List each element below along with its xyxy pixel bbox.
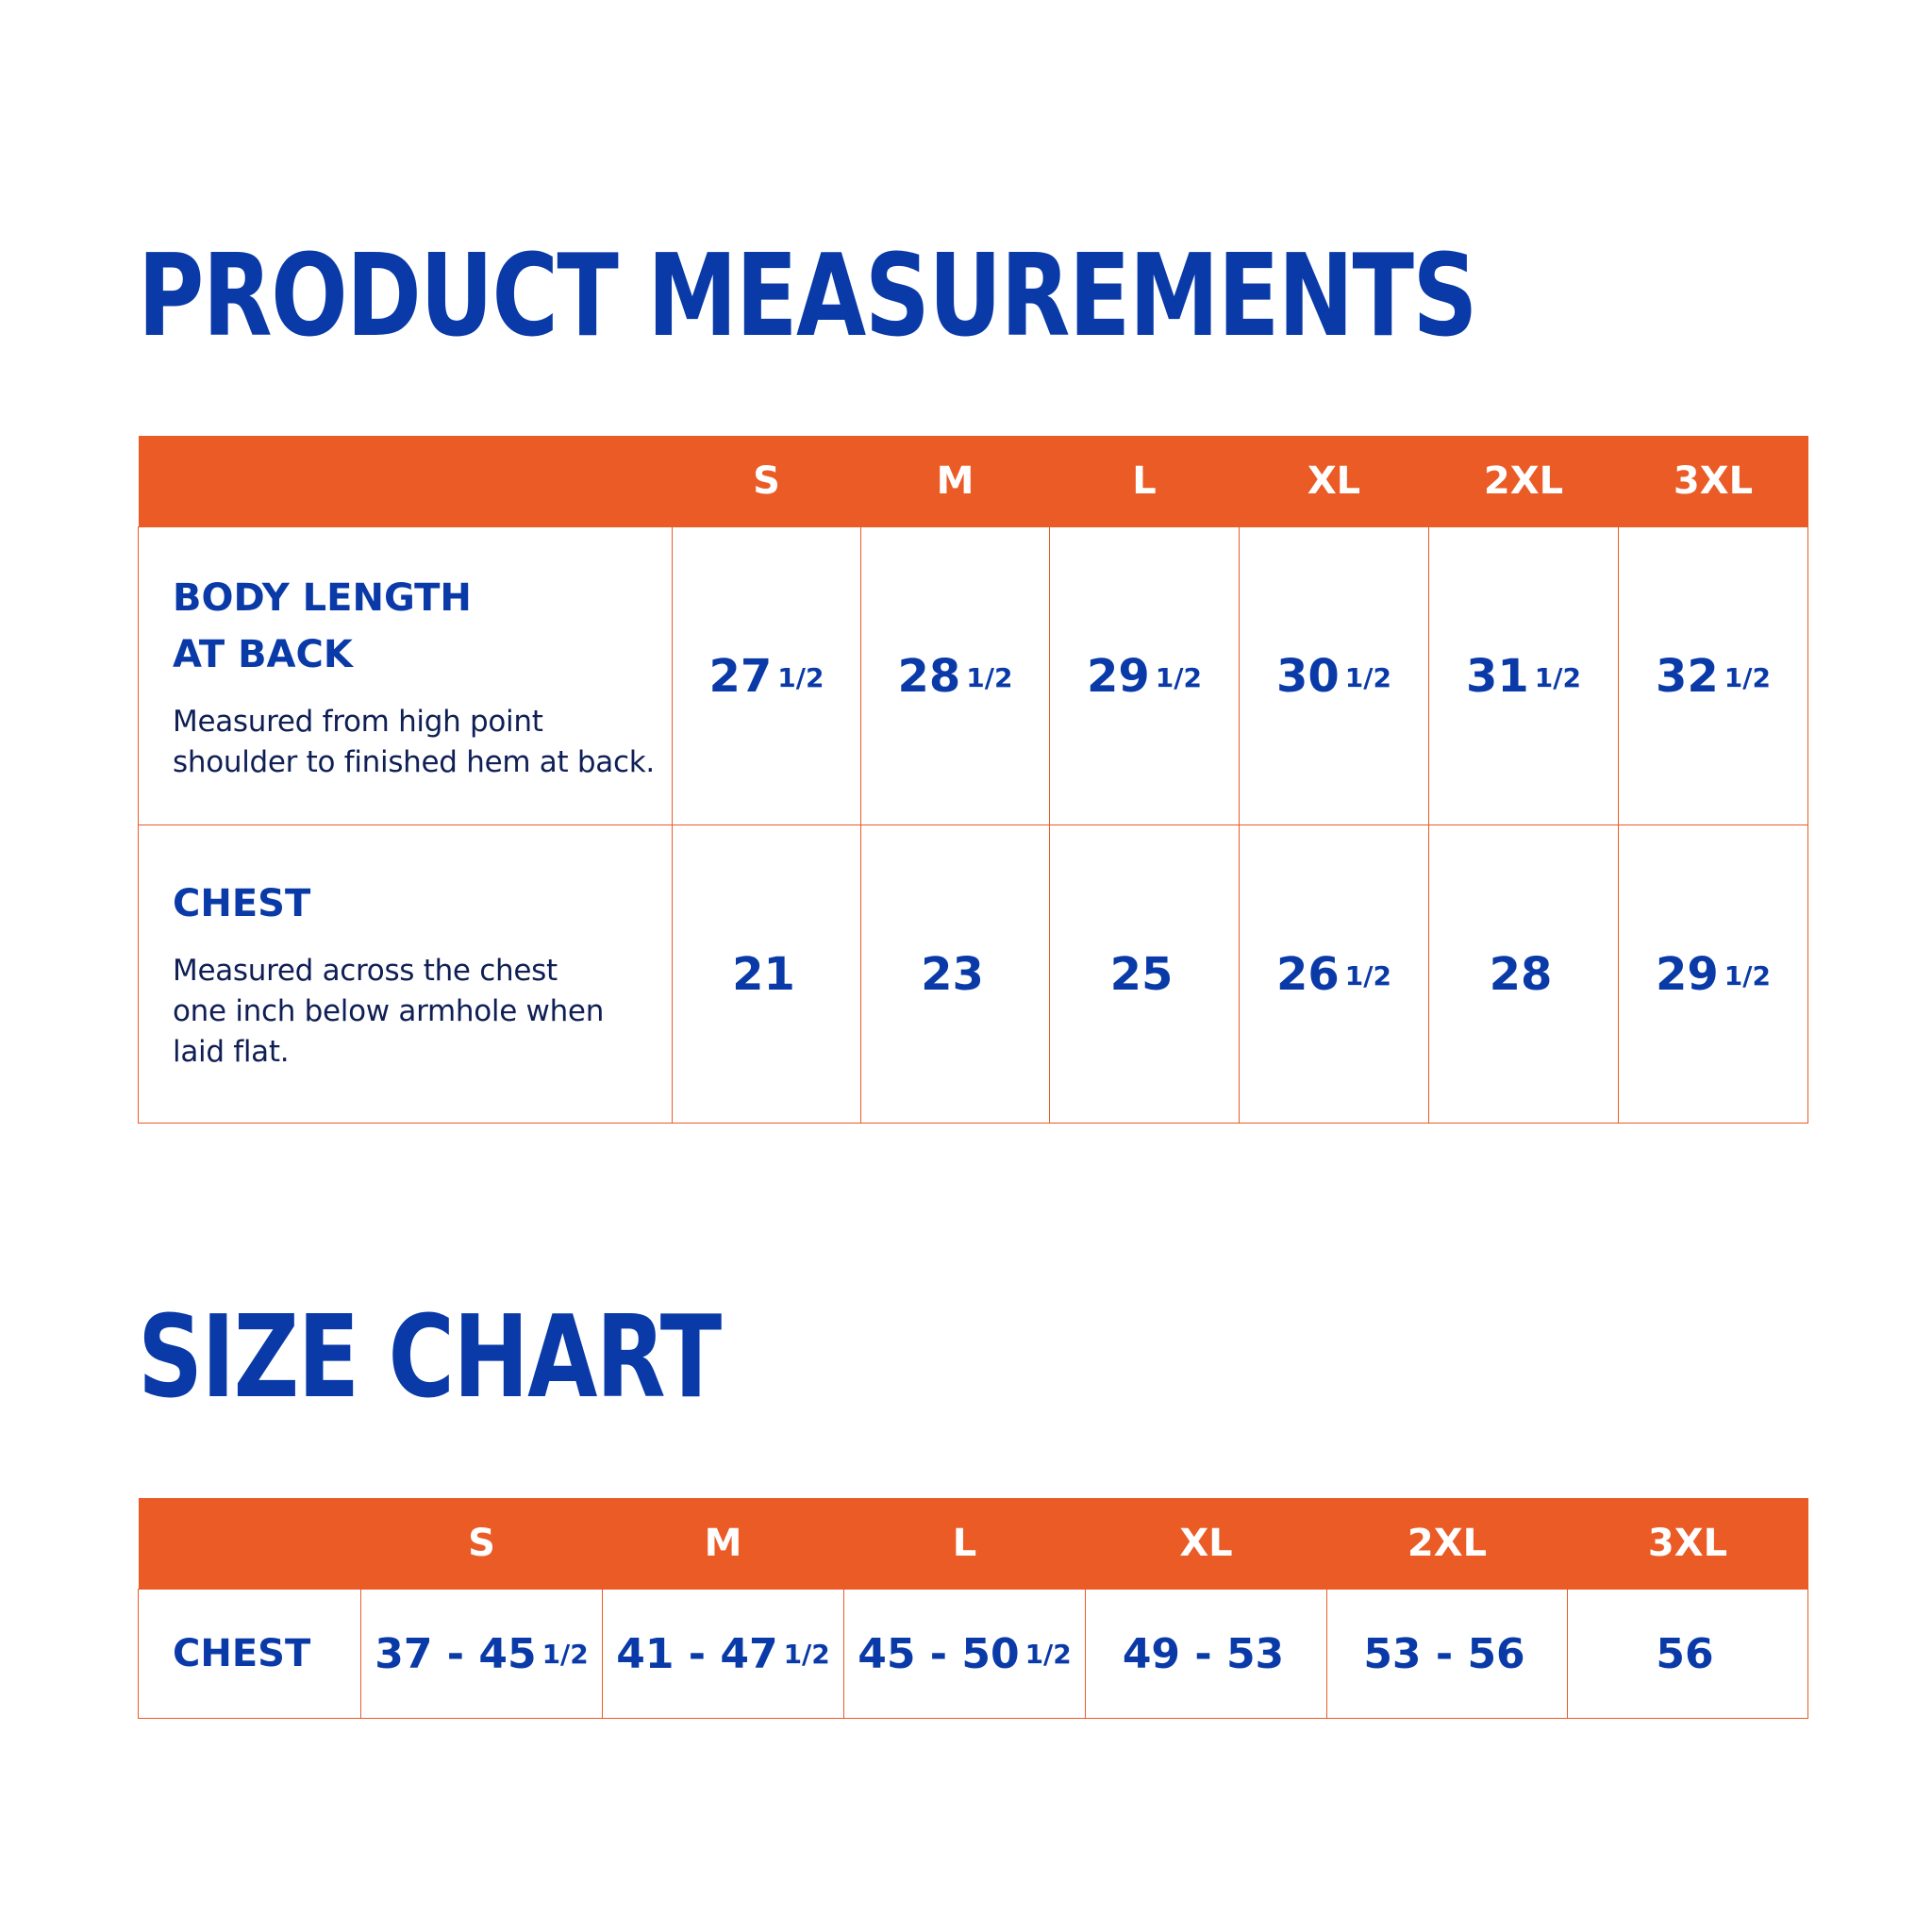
row-description: Measured from high point shoulder to fin…: [173, 702, 672, 783]
value-fraction: 1/2: [541, 1639, 589, 1671]
value-whole: 29: [1656, 947, 1719, 1001]
range-value: 37 - 45: [375, 1629, 537, 1678]
measurement-cell: 32 1/2: [1618, 526, 1808, 825]
value-whole: 31: [1466, 649, 1529, 703]
value-whole: 27: [708, 649, 773, 703]
value-fraction: 1/2: [1724, 960, 1771, 992]
measure-header-size: XL: [1239, 436, 1429, 527]
row-title: AT BACK: [173, 632, 353, 676]
range-value: 56: [1656, 1629, 1714, 1678]
measurement-cell: 31 1/2: [1428, 526, 1619, 825]
value-fraction: 1/2: [1155, 662, 1202, 694]
size-range-cell: 37 - 45 1/2: [360, 1589, 603, 1719]
measure-header-row: S M L XL 2XL 3XL: [138, 436, 1808, 527]
range-value: 45 - 50: [858, 1629, 1020, 1678]
measure-header-size: 2XL: [1428, 436, 1619, 527]
size-range-cell: 49 - 53: [1085, 1589, 1327, 1719]
row-label-chest: CHEST: [138, 1589, 361, 1719]
measure-header-blank: [138, 436, 673, 527]
row-description-line: shoulder to finished hem at back.: [173, 744, 655, 779]
value-fraction: 1/2: [1724, 662, 1771, 694]
measurement-cell: 27 1/2: [672, 526, 861, 825]
value-whole: 30: [1276, 649, 1340, 703]
size-range-cell: 41 - 47 1/2: [602, 1589, 844, 1719]
product-measurements-table: S M L XL 2XL 3XL BODY LENGTH AT BACK Mea…: [138, 436, 1808, 1124]
table-row-chest: CHEST Measured across the chest one inch…: [138, 824, 1808, 1124]
measurement-cell: 30 1/2: [1239, 526, 1429, 825]
measure-header-size: L: [1049, 436, 1240, 527]
row-description: Measured across the chest one inch below…: [173, 951, 672, 1073]
row-title: BODY LENGTH: [173, 575, 472, 620]
value-whole: 29: [1087, 649, 1150, 703]
value-whole: 28: [897, 649, 961, 703]
size-range-cell: 45 - 50 1/2: [843, 1589, 1086, 1719]
value-fraction: 1/2: [1344, 960, 1391, 992]
measurement-cell: 25: [1049, 824, 1240, 1124]
row-description-line: Measured across the chest: [173, 954, 558, 988]
size-header-blank: [138, 1498, 361, 1590]
row-description-line: laid flat.: [173, 1035, 290, 1069]
measurement-cell: 29 1/2: [1618, 824, 1808, 1124]
measurement-cell: 29 1/2: [1049, 526, 1240, 825]
measure-header-size: M: [860, 436, 1050, 527]
value-whole: 21: [732, 947, 795, 1001]
value-fraction: 1/2: [777, 662, 824, 694]
measurement-cell: 21: [672, 824, 861, 1124]
value-fraction: 1/2: [1024, 1639, 1072, 1671]
size-header-size: S: [360, 1498, 603, 1590]
value-fraction: 1/2: [783, 1639, 830, 1671]
table-row-body-length: BODY LENGTH AT BACK Measured from high p…: [138, 526, 1808, 825]
size-header-size: L: [843, 1498, 1086, 1590]
value-whole: 26: [1276, 947, 1340, 1001]
measure-header-size: S: [672, 436, 861, 527]
table-row-chest-size: CHEST 37 - 45 1/2 41 - 47 1/2 45 - 50 1/2 4…: [138, 1589, 1808, 1719]
measurement-cell: 28: [1428, 824, 1619, 1124]
range-value: 53 - 56: [1363, 1629, 1525, 1678]
measurement-cell: 28 1/2: [860, 526, 1050, 825]
value-fraction: 1/2: [966, 662, 1013, 694]
measure-header-size: 3XL: [1618, 436, 1808, 527]
size-header-size: 3XL: [1567, 1498, 1808, 1590]
size-chart-title: SIZE CHART: [138, 1292, 722, 1424]
value-whole: 25: [1109, 947, 1174, 1001]
row-label-chest: CHEST Measured across the chest one inch…: [138, 824, 673, 1124]
range-value: 41 - 47: [616, 1629, 778, 1678]
range-value: 49 - 53: [1122, 1629, 1285, 1678]
measurement-cell: 23: [860, 824, 1050, 1124]
product-measurements-title: PRODUCT MEASUREMENTS: [138, 231, 1478, 362]
measurement-cell: 26 1/2: [1239, 824, 1429, 1124]
size-header-size: M: [602, 1498, 844, 1590]
size-header-size: 2XL: [1326, 1498, 1568, 1590]
size-range-cell: 56: [1567, 1589, 1808, 1719]
size-header-size: XL: [1085, 1498, 1327, 1590]
value-whole: 32: [1656, 649, 1719, 703]
value-fraction: 1/2: [1344, 662, 1391, 694]
value-whole: 23: [921, 947, 984, 1001]
size-range-cell: 53 - 56: [1326, 1589, 1568, 1719]
row-description-line: Measured from high point: [173, 704, 543, 739]
value-whole: 28: [1489, 947, 1553, 1001]
row-label-body-length: BODY LENGTH AT BACK Measured from high p…: [138, 526, 673, 825]
size-header-row: S M L XL 2XL 3XL: [138, 1498, 1808, 1590]
row-title: CHEST: [173, 882, 311, 925]
value-fraction: 1/2: [1534, 662, 1581, 694]
row-description-line: one inch below armhole when: [173, 994, 605, 1028]
size-chart-table: S M L XL 2XL 3XL CHEST 37 - 45 1/2 41 - 4…: [138, 1498, 1808, 1719]
